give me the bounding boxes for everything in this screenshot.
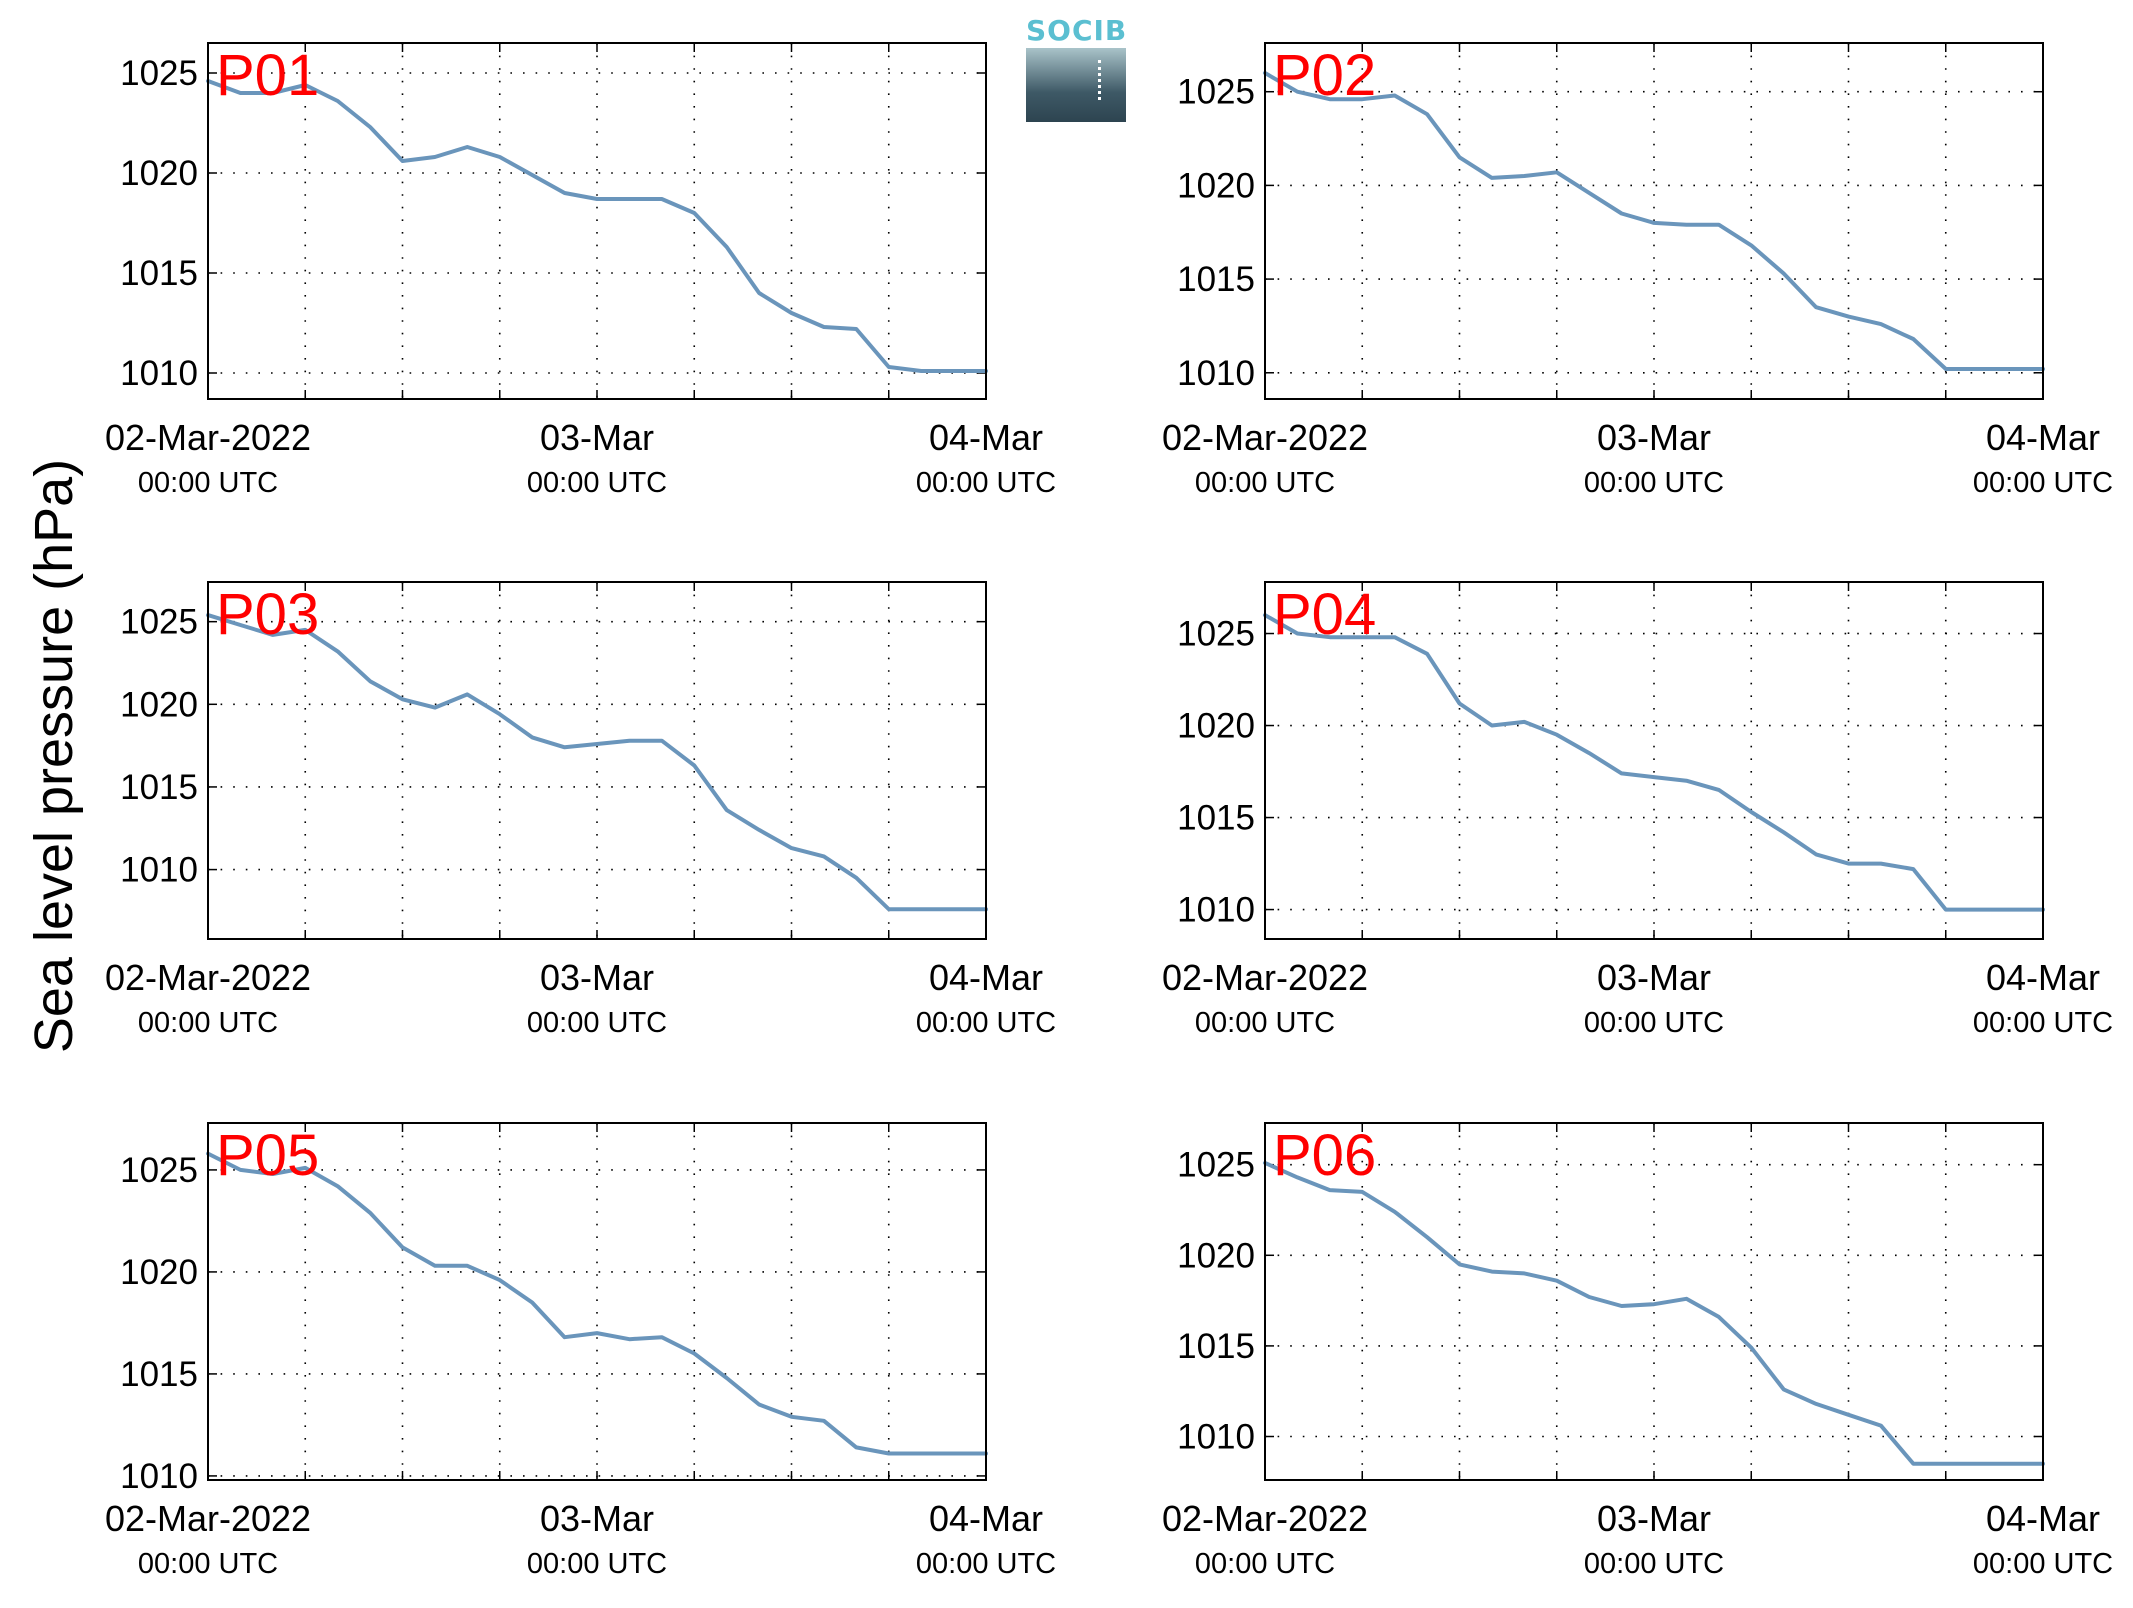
chart-panel-p02: 1010 1015 1020 1025 02-Mar-2022 00:00 UTC 03-M… [1162,42,2113,499]
x-tick-label: 03-Mar [1597,1498,1711,1539]
y-tick-label: 1015 [1177,260,1255,299]
axes-frame [1264,1122,2044,1481]
series-line-p05 [206,1151,988,1456]
axes-frame [1264,42,2044,400]
x-tick-label: 03-Mar [1597,957,1711,998]
station-label: P03 [216,582,319,647]
x-tick-time-label: 00:00 UTC [916,1548,1056,1580]
y-tick-label: 1010 [1177,891,1255,930]
x-tick-label: 02-Mar-2022 [105,417,311,458]
y-tick-label: 1025 [120,603,198,642]
x-tick-label: 03-Mar [540,417,654,458]
x-tick-label: 04-Mar [1986,417,2100,458]
y-tick-label: 1015 [120,254,198,293]
x-tick-time-label: 00:00 UTC [527,467,667,499]
y-tick-label: 1015 [1177,1327,1255,1366]
y-tick-label: 1015 [120,768,198,807]
y-tick-label: 1010 [120,851,198,890]
y-tick-label: 1015 [1177,799,1255,838]
x-tick-label: 02-Mar-2022 [1162,957,1368,998]
x-tick-time-label: 00:00 UTC [1584,467,1724,499]
y-tick-label: 1020 [120,154,198,193]
station-label: P02 [1273,43,1376,108]
x-tick-time-label: 00:00 UTC [916,1007,1056,1039]
x-tick-time-label: 00:00 UTC [1195,1548,1335,1580]
y-tick-label: 1025 [1177,73,1255,112]
x-tick-time-label: 00:00 UTC [1973,1007,2113,1039]
chart-panel-p03: 1010 1015 1020 1025 02-Mar-2022 00:00 UTC 03-M… [105,581,1056,1039]
x-tick-time-label: 00:00 UTC [1973,467,2113,499]
x-tick-time-label: 00:00 UTC [1195,1007,1335,1039]
logo-dotted-line [1098,60,1101,100]
y-axis-label: Sea level pressure (hPa) [24,459,84,1053]
chart-panel-p05: 1010 1015 1020 1025 02-Mar-2022 00:00 UTC 03-M… [105,1122,1056,1580]
y-tick-label: 1010 [120,1457,198,1496]
x-tick-label: 03-Mar [540,957,654,998]
y-tick-label: 1020 [1177,707,1255,746]
series-line-p01 [206,79,988,373]
series-line-p04 [1263,613,2045,912]
x-tick-label: 04-Mar [1986,1498,2100,1539]
x-tick-time-label: 00:00 UTC [1973,1548,2113,1580]
axes-frame [207,581,987,940]
y-tick-label: 1020 [1177,1236,1255,1275]
y-tick-label: 1025 [120,1151,198,1190]
chart-panel-p04: 1010 1015 1020 1025 02-Mar-2022 00:00 UTC 03-M… [1162,581,2113,1039]
y-tick-label: 1020 [1177,166,1255,205]
station-label: P04 [1273,582,1376,647]
y-tick-label: 1015 [120,1355,198,1394]
x-tick-label: 03-Mar [540,1498,654,1539]
y-tick-label: 1020 [120,685,198,724]
chart-panel-p01: 1010 1015 1020 1025 02-Mar-2022 00:00 UTC 03-M… [105,42,1056,499]
x-tick-label: 02-Mar-2022 [105,957,311,998]
chart-panel-p06: 1010 1015 1020 1025 02-Mar-2022 00:00 UTC 03-M… [1162,1122,2113,1580]
y-tick-label: 1010 [120,354,198,393]
x-tick-label: 04-Mar [929,957,1043,998]
x-tick-label: 02-Mar-2022 [1162,1498,1368,1539]
series-line-p06 [1263,1160,2045,1466]
x-tick-label: 04-Mar [929,417,1043,458]
station-label: P01 [216,43,319,108]
x-tick-time-label: 00:00 UTC [1584,1007,1724,1039]
x-tick-label: 02-Mar-2022 [1162,417,1368,458]
x-tick-time-label: 00:00 UTC [527,1548,667,1580]
x-tick-time-label: 00:00 UTC [1584,1548,1724,1580]
series-line-p03 [206,613,988,912]
x-tick-label: 04-Mar [929,1498,1043,1539]
x-tick-time-label: 00:00 UTC [138,1548,278,1580]
station-label: P06 [1273,1123,1376,1188]
axes-frame [207,1122,987,1481]
x-tick-label: 03-Mar [1597,417,1711,458]
x-tick-label: 04-Mar [1986,957,2100,998]
axes-frame [207,42,987,400]
x-tick-time-label: 00:00 UTC [527,1007,667,1039]
socib-logo: SOCIB [1026,16,1126,122]
y-tick-label: 1010 [1177,354,1255,393]
y-tick-label: 1025 [1177,615,1255,654]
x-tick-time-label: 00:00 UTC [138,467,278,499]
logo-image [1026,48,1126,122]
y-tick-label: 1020 [120,1253,198,1292]
logo-text: SOCIB [1026,14,1128,47]
y-tick-label: 1025 [1177,1146,1255,1185]
series-line-p02 [1263,71,2045,371]
x-tick-time-label: 00:00 UTC [916,467,1056,499]
x-tick-time-label: 00:00 UTC [1195,467,1335,499]
station-label: P05 [216,1123,319,1188]
y-tick-label: 1010 [1177,1418,1255,1457]
y-tick-label: 1025 [120,54,198,93]
x-tick-label: 02-Mar-2022 [105,1498,311,1539]
x-tick-time-label: 00:00 UTC [138,1007,278,1039]
axes-frame [1264,581,2044,940]
